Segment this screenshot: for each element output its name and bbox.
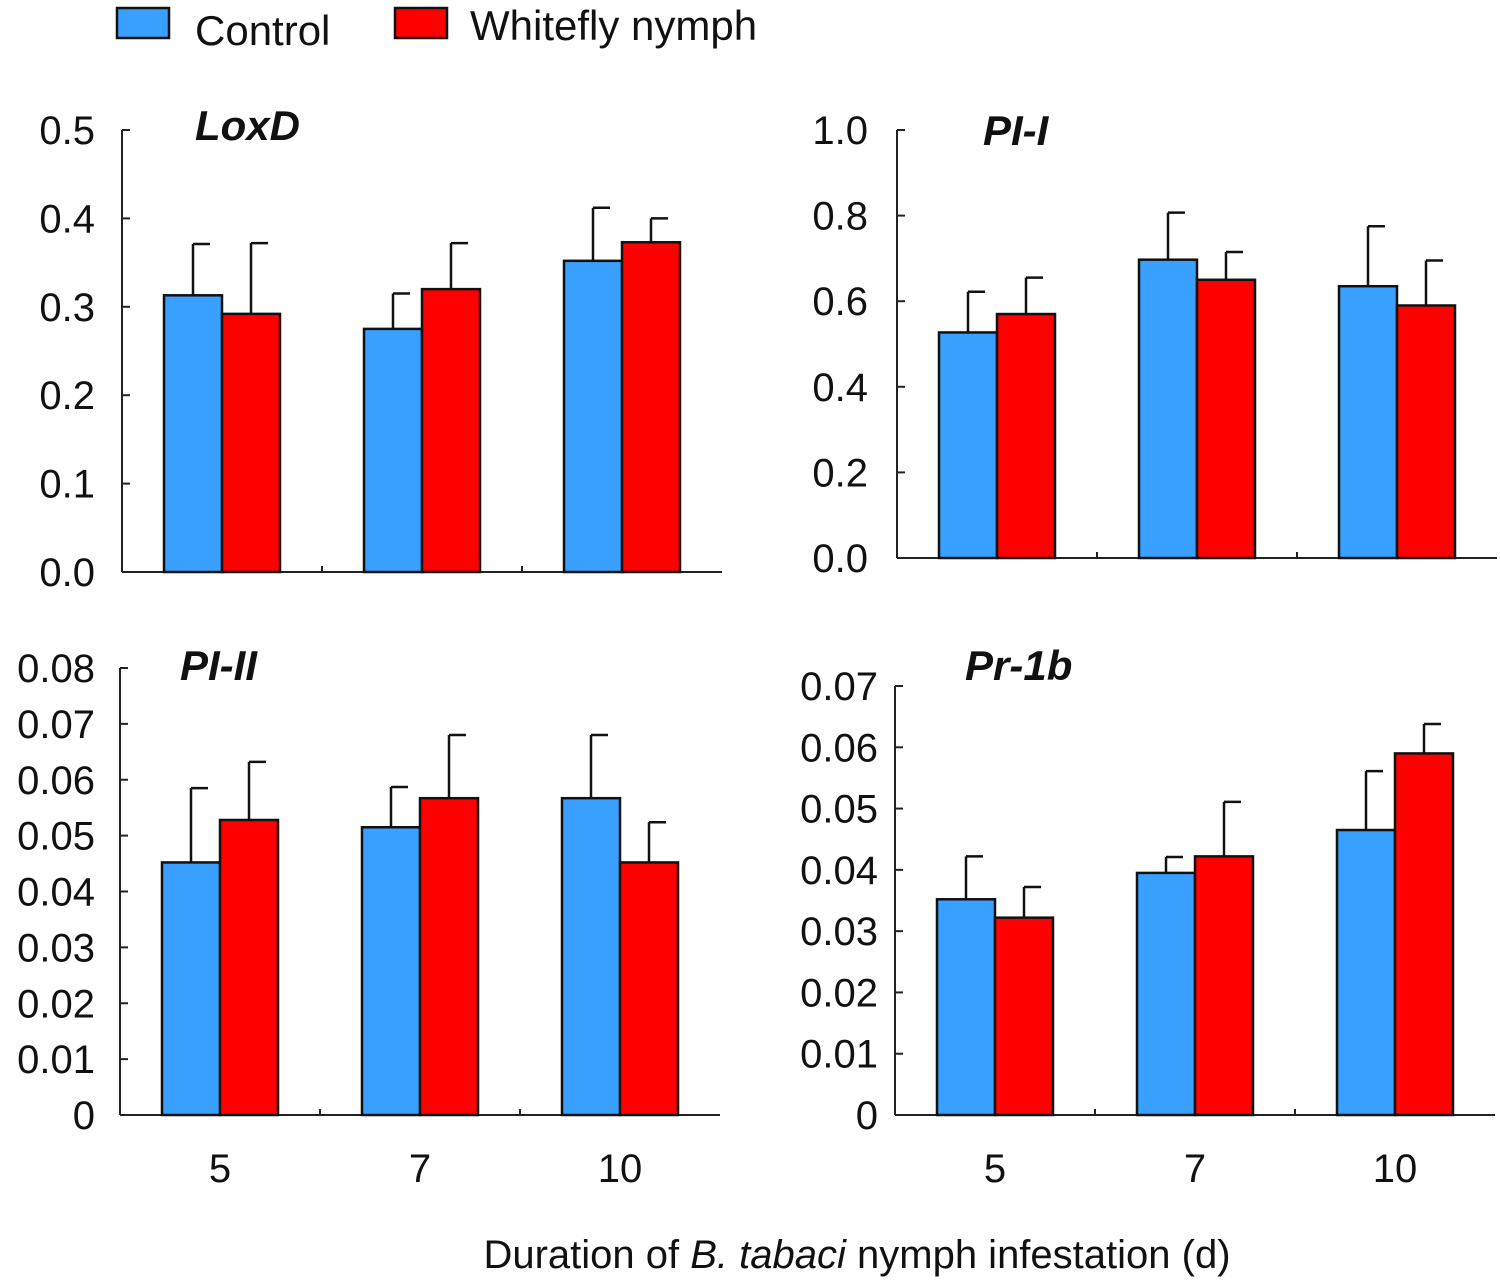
legend-label-control: Control — [195, 7, 330, 54]
x-category-label: 7 — [1184, 1147, 1206, 1191]
bar-whitefly-7 — [1193, 855, 1255, 1117]
y-tick-label: 0.1 — [39, 463, 95, 507]
legend-swatch-control — [115, 6, 171, 40]
bar-whitefly-5 — [218, 818, 280, 1117]
bar-whitefly-7 — [1195, 278, 1257, 560]
bar-control-5 — [162, 294, 224, 574]
bar-control-5 — [935, 898, 997, 1117]
bar-whitefly-5 — [993, 916, 1055, 1117]
x-axis-label-suffix: nymph infestation (d) — [846, 1233, 1231, 1277]
panel-title: Pr-1b — [965, 642, 1072, 689]
y-tick-label: 0.01 — [17, 1038, 95, 1082]
bar-whitefly-7 — [420, 287, 482, 574]
panel-pi-i: PI-I 0.0 0.2 0.4 0.6 0.8 1.0 — [812, 107, 1497, 581]
y-tick-label: 0.01 — [800, 1033, 878, 1077]
x-category-label: 10 — [598, 1147, 643, 1191]
y-tick-label: 0.03 — [17, 926, 95, 970]
y-tick-label: 0.8 — [812, 195, 868, 239]
x-axis-label-prefix: Duration of — [483, 1233, 690, 1277]
y-tick-label: 0.4 — [812, 366, 868, 410]
panel-pr-1b: Pr-1b 0 0.01 0.02 0.03 0.04 0.05 0.06 0.07 5 7 10 — [800, 642, 1495, 1191]
bar-whitefly-10 — [1395, 304, 1457, 560]
y-tick-label: 1.0 — [812, 109, 868, 153]
legend-swatch-whitefly — [393, 6, 449, 40]
bar-control-10 — [562, 259, 624, 574]
x-axis-label-species: B. tabaci — [690, 1233, 847, 1277]
y-tick-label: 0.4 — [39, 197, 95, 241]
y-tick-label: 0.2 — [812, 451, 868, 495]
bar-control-10 — [1335, 828, 1397, 1117]
x-axis-label: Duration of B. tabaci nymph infestation … — [483, 1233, 1230, 1277]
legend-label-whitefly: Whitefly nymph — [470, 2, 757, 49]
bar-control-5 — [937, 331, 999, 560]
panel-pi-ii: PI-II 0 0.01 0.02 0.03 0.04 0.05 0.06 0.07 0.08 5 7… — [17, 642, 720, 1191]
x-category-label: 7 — [409, 1147, 431, 1191]
y-tick-label: 0.0 — [39, 551, 95, 595]
y-tick-label: 0.04 — [17, 871, 95, 915]
y-tick-label: 0.04 — [800, 849, 878, 893]
y-tick-label: 0.5 — [39, 109, 95, 153]
legend: Control Whitefly nymph — [115, 2, 757, 54]
y-tick-label: 0.0 — [812, 537, 868, 581]
y-tick-label: 0.3 — [39, 286, 95, 330]
y-tick-label: 0.03 — [800, 910, 878, 954]
y-tick-label: 0.2 — [39, 374, 95, 418]
panel-title: PI-II — [180, 642, 258, 689]
y-tick-label: 0.07 — [800, 665, 878, 709]
y-tick-label: 0 — [856, 1094, 878, 1138]
y-tick-label: 0.05 — [800, 788, 878, 832]
bar-control-7 — [1135, 871, 1197, 1117]
bar-control-7 — [360, 825, 422, 1117]
bar-control-7 — [362, 327, 424, 574]
x-category-label: 5 — [209, 1147, 231, 1191]
y-tick-label: 0.07 — [17, 703, 95, 747]
y-tick-label: 0.02 — [17, 982, 95, 1026]
panel-title: PI-I — [983, 107, 1050, 154]
bar-whitefly-7 — [418, 796, 480, 1117]
bar-control-10 — [1337, 284, 1399, 560]
bar-whitefly-10 — [618, 861, 680, 1117]
y-tick-label: 0.6 — [812, 280, 868, 324]
bar-whitefly-10 — [620, 241, 682, 574]
bar-control-10 — [560, 796, 622, 1117]
x-category-label: 10 — [1373, 1147, 1418, 1191]
bar-whitefly-5 — [995, 312, 1057, 560]
bar-whitefly-5 — [220, 312, 282, 574]
panel-loxd: LoxD 0.0 0.1 0.2 0.3 0.4 0.5 — [39, 102, 722, 595]
bar-control-5 — [160, 861, 222, 1117]
y-tick-label: 0.02 — [800, 971, 878, 1015]
y-tick-label: 0.08 — [17, 647, 95, 691]
y-tick-label: 0.06 — [17, 759, 95, 803]
bar-control-7 — [1137, 258, 1199, 560]
bar-whitefly-10 — [1393, 752, 1455, 1117]
panel-title: LoxD — [195, 102, 300, 149]
y-tick-label: 0 — [73, 1094, 95, 1138]
y-tick-label: 0.06 — [800, 726, 878, 770]
x-category-label: 5 — [984, 1147, 1006, 1191]
y-tick-label: 0.05 — [17, 815, 95, 859]
